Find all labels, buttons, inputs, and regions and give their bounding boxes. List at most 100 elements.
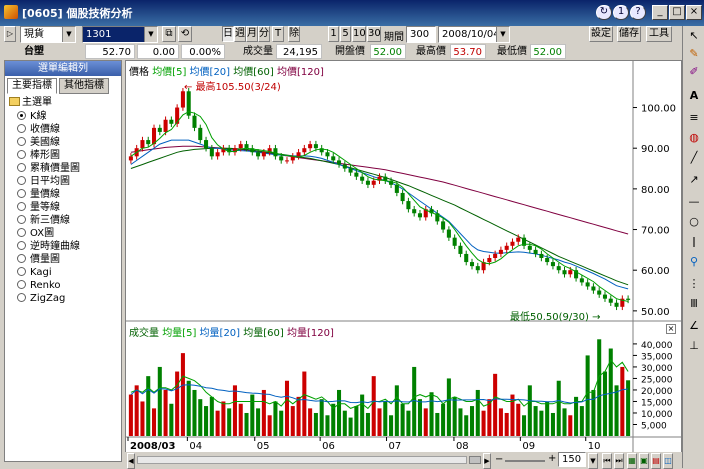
horizontal-line-icon[interactable]: — — [688, 195, 700, 208]
tab-other-indicators[interactable]: 其他指標 — [59, 78, 109, 94]
tree-item[interactable]: ZigZag — [17, 293, 65, 305]
zoom-out-icon[interactable]: − — [495, 454, 504, 465]
candle-body — [579, 278, 584, 283]
radio-icon[interactable] — [17, 176, 26, 185]
scroll-right-icon[interactable]: ▶ — [483, 453, 491, 469]
date-input[interactable]: 2008/10/04 ▼ — [438, 26, 510, 43]
cursor-icon[interactable]: ↖ — [689, 29, 699, 42]
maximize-button[interactable]: □ — [669, 5, 685, 20]
chevron-down-icon[interactable]: ▼ — [496, 27, 509, 42]
zoom-input[interactable]: 150 — [558, 452, 586, 467]
volume-bar — [360, 394, 365, 436]
radio-icon[interactable] — [17, 189, 26, 198]
tree-item[interactable]: 新三價線 — [17, 215, 70, 227]
chevron-down-icon[interactable]: ▼ — [144, 27, 157, 42]
tree-root[interactable]: 主選單 — [9, 97, 52, 109]
arrow-tool-icon[interactable]: ↗ — [689, 173, 699, 186]
channel-tool-icon[interactable]: ⋮ — [688, 277, 700, 290]
radio-icon[interactable] — [17, 267, 26, 276]
radio-icon[interactable] — [17, 241, 26, 250]
tree-item[interactable]: K線 — [17, 111, 47, 123]
horizontal-scrollbar[interactable] — [137, 456, 467, 464]
tree-item[interactable]: 量價線 — [17, 189, 60, 201]
range-1-button[interactable]: 1 — [328, 26, 339, 42]
chevron-down-icon[interactable]: ▼ — [588, 453, 598, 469]
tree-item[interactable]: OX圖 — [17, 228, 54, 240]
layout-icon[interactable]: ▣ — [639, 453, 649, 469]
brush-icon[interactable]: ✐ — [689, 65, 699, 78]
radio-icon[interactable] — [17, 124, 26, 133]
candle-body — [157, 127, 162, 132]
period-day-button[interactable]: 日 — [222, 26, 234, 42]
radio-icon[interactable] — [17, 163, 26, 172]
eraser-icon[interactable]: ✎ — [689, 47, 699, 60]
range-5-button[interactable]: 5 — [340, 26, 351, 42]
radio-icon[interactable] — [17, 215, 26, 224]
close-button[interactable]: × — [686, 5, 702, 20]
lock-icon[interactable]: 1 — [613, 5, 629, 20]
ellipse-tool-icon[interactable]: ○ — [689, 215, 699, 228]
range-10-button[interactable]: 10 — [352, 26, 366, 42]
period-month-button[interactable]: 月 — [246, 26, 258, 42]
tree-item[interactable]: 收價線 — [17, 124, 60, 136]
radio-checked-icon[interactable] — [17, 111, 26, 120]
tree-item[interactable]: 美國線 — [17, 137, 60, 149]
link-icon[interactable]: ⟲ — [178, 26, 192, 42]
tree-item[interactable]: 棒形圖 — [17, 150, 60, 162]
save-button[interactable]: 儲存 — [617, 26, 641, 42]
fan-tool-icon[interactable]: ⊥ — [689, 339, 699, 352]
copy-icon[interactable]: ⧉ — [162, 26, 176, 42]
settings-button[interactable]: 設定 — [589, 26, 613, 42]
circle-tool-icon[interactable]: ◍ — [689, 131, 699, 144]
radio-icon[interactable] — [17, 254, 26, 263]
tree-item[interactable]: 累積價量圖 — [17, 163, 80, 175]
chevron-down-icon[interactable]: ▼ — [62, 27, 75, 42]
radio-icon[interactable] — [17, 150, 26, 159]
fibonacci-icon[interactable]: ⚲ — [689, 255, 699, 268]
bars-tool-icon[interactable]: Ⅲ — [690, 297, 698, 310]
horizontal-lines-icon[interactable]: ≡ — [689, 111, 699, 124]
radio-icon[interactable] — [17, 202, 26, 211]
last-page-icon[interactable]: ⏭ — [614, 453, 624, 469]
tree-item[interactable]: Renko — [17, 280, 61, 292]
play-icon[interactable]: ▷ — [4, 26, 16, 42]
zoom-slider[interactable] — [505, 460, 545, 462]
range-30-button[interactable]: 30 — [367, 26, 381, 42]
ex-rights-button[interactable]: 除 — [288, 26, 300, 42]
radio-icon[interactable] — [17, 137, 26, 146]
radio-icon[interactable] — [17, 280, 26, 289]
radio-icon[interactable] — [17, 228, 26, 237]
tree-item[interactable]: 量等線 — [17, 202, 60, 214]
period-input[interactable]: 300 — [406, 26, 436, 43]
export-icon[interactable]: ◫ — [663, 453, 673, 469]
help-icon[interactable]: ? — [630, 5, 646, 20]
radio-icon[interactable] — [17, 293, 26, 302]
tab-main-indicators[interactable]: 主要指標 — [7, 78, 57, 94]
period-minute-button[interactable]: 分 — [258, 26, 270, 42]
tree-item[interactable]: 逆時鐘曲線 — [17, 241, 80, 253]
print-icon[interactable]: ▤ — [651, 453, 661, 469]
tree-item-label: Kagi — [30, 267, 52, 278]
tree-item[interactable]: 日平均圖 — [17, 176, 70, 188]
tree-item[interactable]: Kagi — [17, 267, 52, 279]
chart-canvas[interactable]: 100.00 90.00 80.00 70.00 60.00 50.00 40,00035,… — [126, 61, 681, 453]
tree-item[interactable]: 價量圖 — [17, 254, 60, 266]
market-select[interactable]: 現貨 ▼ — [20, 26, 76, 43]
zoom-in-icon[interactable]: + — [548, 453, 557, 464]
scroll-left-icon[interactable]: ◀ — [127, 453, 135, 469]
symbol-input[interactable]: 1301 ▼ — [82, 26, 158, 43]
tools-button[interactable]: 工具 — [646, 26, 672, 42]
chart-area[interactable]: 100.00 90.00 80.00 70.00 60.00 50.00 40,000 35,… — [125, 60, 682, 462]
vertical-line-icon[interactable]: ǀ — [692, 235, 696, 248]
angle-tool-icon[interactable]: ∠ — [689, 319, 699, 332]
close-pane-icon[interactable]: × — [666, 324, 676, 334]
refresh-icon[interactable]: ↻ — [596, 5, 612, 20]
period-week-button[interactable]: 週 — [234, 26, 246, 42]
grid-icon[interactable]: ▦ — [627, 453, 637, 469]
text-tool-icon[interactable]: A — [689, 89, 699, 102]
minimize-button[interactable]: _ — [652, 5, 668, 20]
period-tick-button[interactable]: T — [272, 26, 284, 42]
line-tool-icon[interactable]: ╱ — [690, 151, 698, 164]
scrollbar-thumb[interactable] — [469, 456, 481, 464]
first-page-icon[interactable]: ⏮ — [602, 453, 612, 469]
